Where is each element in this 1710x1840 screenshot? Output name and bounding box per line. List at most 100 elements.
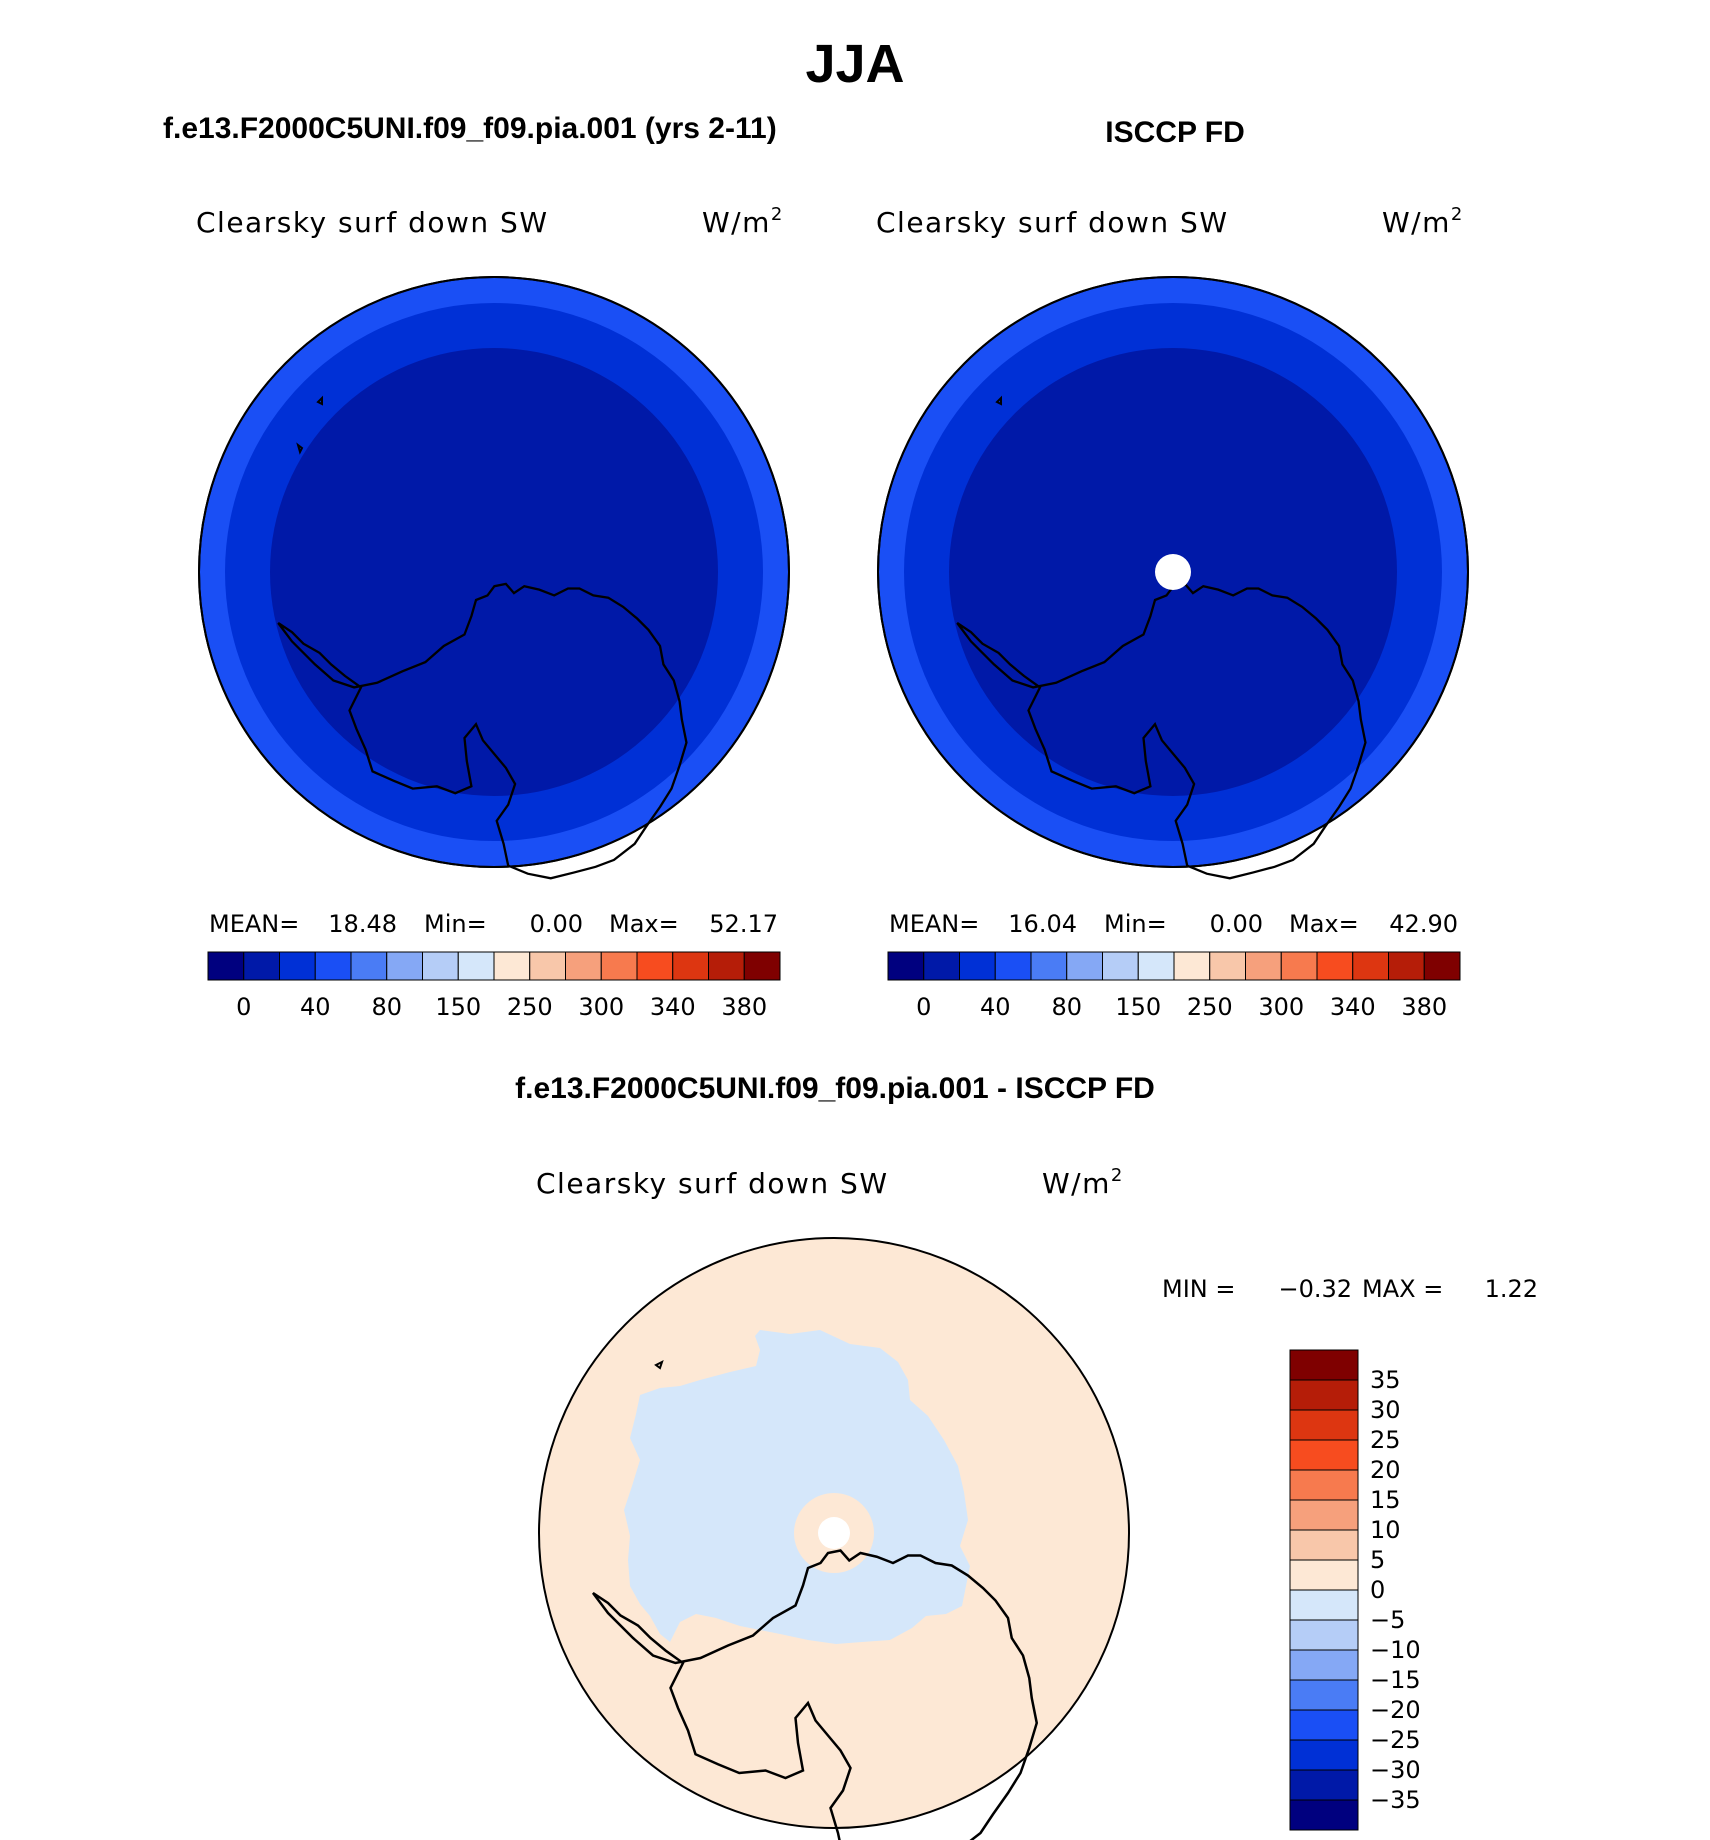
model-mean-label: MEAN= xyxy=(209,910,299,938)
model-colorbar-box-7 xyxy=(457,951,495,981)
model-island-2 xyxy=(296,442,304,455)
model-colorbar-box-8 xyxy=(493,951,531,981)
model-map-border xyxy=(198,276,790,868)
diff-colorbar-tick-label: −5 xyxy=(1370,1606,1405,1634)
obs-colorbar-box-1 xyxy=(923,951,960,981)
model-min-value: 0.00 xyxy=(530,910,583,938)
diff-colorbar-tick-label: 25 xyxy=(1370,1426,1401,1454)
obs-colorbar-box-12 xyxy=(1316,951,1354,981)
model-colorbar-tick-label: 40 xyxy=(300,993,331,1021)
diff-variable-label: Clearsky surf down SW xyxy=(536,1167,889,1200)
diff-polar-map xyxy=(538,1237,1130,1840)
obs-stats: MEAN= 16.04 Min= 0.00 Max= 42.90 xyxy=(889,910,1458,938)
obs-max-value: 42.90 xyxy=(1389,910,1458,938)
obs-colorbar-box-0 xyxy=(887,951,925,981)
model-colorbar-tick-label: 80 xyxy=(371,993,402,1021)
obs-island xyxy=(995,395,1002,406)
obs-colorbar-box-4 xyxy=(1030,951,1068,981)
obs-missing-pole xyxy=(1155,554,1191,590)
obs-colorbar-box-5 xyxy=(1066,951,1103,981)
model-min-label: Min= xyxy=(424,910,487,938)
diff-island xyxy=(654,1360,664,1370)
diff-colorbar-box-12 xyxy=(1289,1709,1359,1741)
diff-colorbar-box-4 xyxy=(1289,1469,1359,1501)
diff-colorbar-box-5 xyxy=(1289,1499,1359,1531)
model-colorbar-box-9 xyxy=(529,951,566,981)
model-mean-value: 18.48 xyxy=(328,910,397,938)
model-island xyxy=(316,395,323,406)
model-colorbar-box-4 xyxy=(350,951,388,981)
model-colorbar-box-1 xyxy=(243,951,280,981)
diff-colorbar-box-1 xyxy=(1289,1379,1359,1411)
model-colorbar-box-12 xyxy=(636,951,674,981)
model-colorbar-box-10 xyxy=(565,951,602,981)
model-ring-inner xyxy=(270,348,718,796)
diff-colorbar-tick-label: −25 xyxy=(1370,1726,1421,1754)
diff-panel-heading: f.e13.F2000C5UNI.f09_f09.pia.001 - ISCCP… xyxy=(515,1072,1155,1105)
obs-colorbar: 0 40 80 150 250 300 340 380 xyxy=(887,951,1461,1021)
diff-colorbar-box-3 xyxy=(1289,1439,1359,1471)
obs-colorbar-tick-label: 340 xyxy=(1330,993,1376,1021)
diff-colorbar-box-11 xyxy=(1289,1679,1359,1711)
obs-colorbar-tick-label: 150 xyxy=(1115,993,1161,1021)
diff-max-label: MAX = xyxy=(1362,1275,1443,1303)
obs-colorbar-box-10 xyxy=(1245,951,1282,981)
model-colorbar-tick-label: 380 xyxy=(721,993,767,1021)
model-max-value: 52.17 xyxy=(709,910,778,938)
obs-colorbar-box-14 xyxy=(1388,951,1425,981)
diff-min-value: −0.32 xyxy=(1278,1275,1352,1303)
obs-colorbar-tick-label: 300 xyxy=(1258,993,1304,1021)
obs-colorbar-box-11 xyxy=(1280,951,1318,981)
diff-colorbar-tick-label: −10 xyxy=(1370,1636,1421,1664)
diff-colorbar-tick-label: 0 xyxy=(1370,1576,1385,1604)
diff-min-label: MIN = xyxy=(1162,1275,1235,1303)
obs-colorbar-box-3 xyxy=(994,951,1032,981)
diff-colorbar-box-6 xyxy=(1289,1529,1359,1561)
diff-negative-region xyxy=(624,1330,970,1644)
obs-colorbar-tick-label: 80 xyxy=(1051,993,1082,1021)
obs-max-label: Max= xyxy=(1289,910,1359,938)
diff-colorbar-tick-label: 10 xyxy=(1370,1516,1401,1544)
obs-panel: ISCCP FD Clearsky surf down SW W/m2 MEAN… xyxy=(876,116,1469,1021)
obs-colorbar-tick-label: 250 xyxy=(1187,993,1233,1021)
obs-colorbar-box-6 xyxy=(1102,951,1139,981)
diff-missing-pole xyxy=(818,1517,850,1549)
diff-colorbar-tick-label: 35 xyxy=(1370,1366,1401,1394)
model-colorbar-box-15 xyxy=(743,951,781,981)
diff-colorbar-box-14 xyxy=(1289,1769,1359,1801)
obs-colorbar-box-9 xyxy=(1209,951,1246,981)
diff-colorbar-tick-label: −35 xyxy=(1370,1786,1421,1814)
diff-panel: f.e13.F2000C5UNI.f09_f09.pia.001 - ISCCP… xyxy=(515,1072,1538,1840)
obs-min-value: 0.00 xyxy=(1210,910,1263,938)
obs-map-border xyxy=(877,276,1469,868)
model-panel-heading: f.e13.F2000C5UNI.f09_f09.pia.001 (yrs 2-… xyxy=(163,112,777,145)
model-colorbar-tick-label: 150 xyxy=(435,993,481,1021)
diff-stats: MIN = −0.32 MAX = 1.22 xyxy=(1162,1275,1538,1303)
model-polar-map xyxy=(198,276,790,880)
diff-colorbar-box-9 xyxy=(1289,1619,1359,1651)
diff-colorbar-box-13 xyxy=(1289,1739,1359,1771)
model-colorbar-box-0 xyxy=(207,951,245,981)
model-panel: f.e13.F2000C5UNI.f09_f09.pia.001 (yrs 2-… xyxy=(163,112,790,1021)
diff-colorbar-tick-label: −20 xyxy=(1370,1696,1421,1724)
obs-panel-heading: ISCCP FD xyxy=(1105,116,1244,149)
model-stats: MEAN= 18.48 Min= 0.00 Max= 52.17 xyxy=(209,910,778,938)
diff-colorbar-box-2 xyxy=(1289,1409,1359,1441)
obs-variable-label: Clearsky surf down SW xyxy=(876,206,1229,239)
model-variable-label: Clearsky surf down SW xyxy=(196,206,549,239)
model-colorbar-box-13 xyxy=(672,951,709,981)
model-colorbar-tick-label: 300 xyxy=(578,993,624,1021)
model-colorbar-tick-label: 0 xyxy=(236,993,251,1021)
diff-colorbar-tick-label: −30 xyxy=(1370,1756,1421,1784)
model-colorbar-box-14 xyxy=(708,951,745,981)
obs-colorbar-tick-label: 0 xyxy=(916,993,931,1021)
obs-min-label: Min= xyxy=(1104,910,1167,938)
obs-units-label: W/m2 xyxy=(1382,204,1464,239)
model-colorbar: 0 40 80 150 250 300 340 380 xyxy=(207,951,781,1021)
obs-colorbar-tick-label: 380 xyxy=(1401,993,1447,1021)
diff-colorbar-box-10 xyxy=(1289,1649,1359,1681)
obs-mean-label: MEAN= xyxy=(889,910,979,938)
model-colorbar-box-2 xyxy=(279,951,316,981)
